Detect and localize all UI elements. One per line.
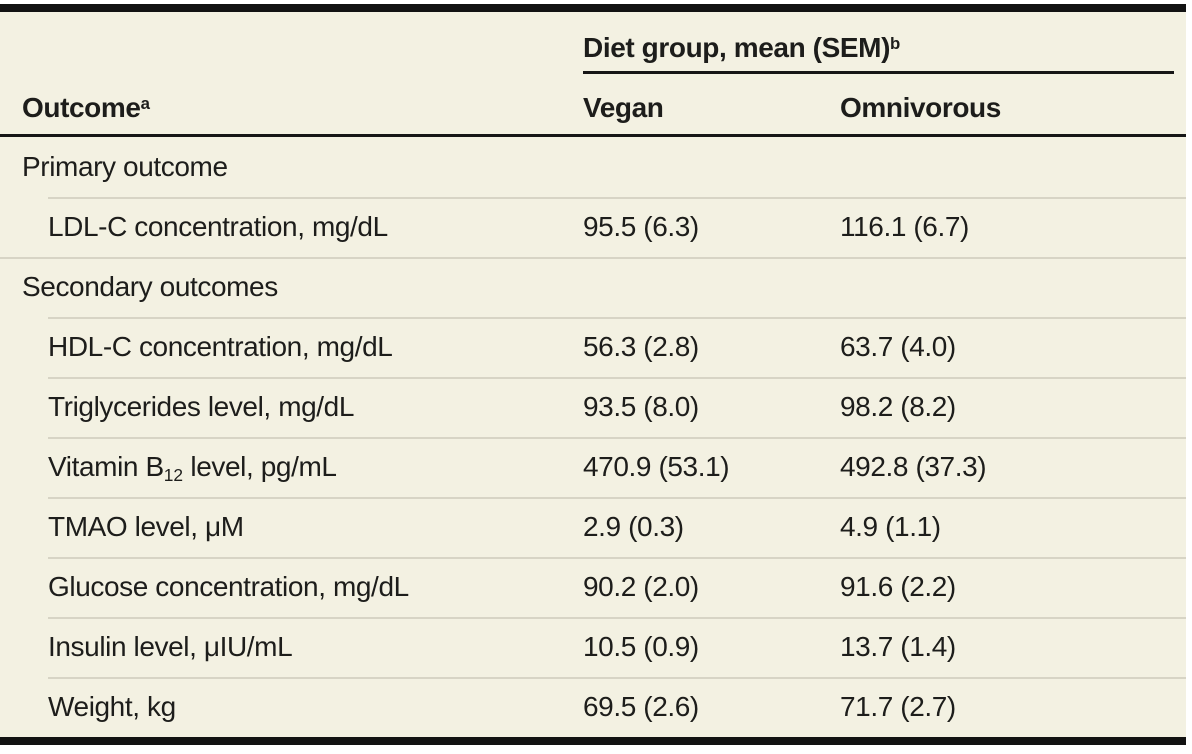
outcome-label: Insulin level, μIU/mL <box>48 631 293 662</box>
vegan-value: 470.9 (53.1) <box>583 451 730 482</box>
omnivorous-value: 492.8 (37.3) <box>840 451 987 482</box>
outcome-label: LDL-C concentration, mg/dL <box>48 211 388 242</box>
vegan-value: 56.3 (2.8) <box>583 331 699 362</box>
subscript: 12 <box>163 464 184 485</box>
outcome-column-header: Outcomea <box>0 92 583 134</box>
outcome-label: Glucose concentration, mg/dL <box>48 571 409 602</box>
omnivorous-value: 13.7 (1.4) <box>840 631 956 662</box>
table-row: Weight, kg 69.5 (2.6) 71.7 (2.7) <box>0 677 1186 737</box>
vegan-value: 90.2 (2.0) <box>583 571 699 602</box>
table-row: HDL-C concentration, mg/dL 56.3 (2.8) 63.7… <box>0 317 1186 377</box>
omnivorous-value: 4.9 (1.1) <box>840 511 941 542</box>
outcome-label: TMAO level, μM <box>48 511 244 542</box>
table-row: Insulin level, μIU/mL 10.5 (0.9) 13.7 (1.4… <box>0 617 1186 677</box>
table-body: Primary outcome LDL-C concentration, mg/d… <box>0 137 1186 737</box>
omnivorous-value: 91.6 (2.2) <box>840 571 956 602</box>
section-row: Secondary outcomes <box>0 257 1186 317</box>
outcome-label: Weight, kg <box>48 691 176 722</box>
diet-group-spanner-label: Diet group, mean (SEM) <box>583 32 890 63</box>
omnivorous-value: 71.7 (2.7) <box>840 691 956 722</box>
table-row: Vitamin B12 level, pg/mL 470.9 (53.1) 492.… <box>0 437 1186 497</box>
omnivorous-value: 63.7 (4.0) <box>840 331 956 362</box>
vegan-value: 95.5 (6.3) <box>583 211 699 242</box>
outcome-label: Vitamin B12 level, pg/mL <box>48 451 337 485</box>
table-row: Triglycerides level, mg/dL 93.5 (8.0) 98.2… <box>0 377 1186 437</box>
outcome-label: HDL-C concentration, mg/dL <box>48 331 393 362</box>
table-column-header-row: Outcomea Vegan Omnivorous <box>0 74 1186 137</box>
footnote-marker-b: b <box>890 34 901 54</box>
table-row: LDL-C concentration, mg/dL 95.5 (6.3) 116.… <box>0 197 1186 257</box>
vegan-value: 69.5 (2.6) <box>583 691 699 722</box>
vegan-value: 2.9 (0.3) <box>583 511 684 542</box>
table-row: TMAO level, μM 2.9 (0.3) 4.9 (1.1) <box>0 497 1186 557</box>
table-header-spanner-row: Diet group, mean (SEM)b <box>0 12 1186 74</box>
omnivorous-value: 98.2 (8.2) <box>840 391 956 422</box>
vegan-column-header: Vegan <box>583 92 664 123</box>
vegan-value: 93.5 (8.0) <box>583 391 699 422</box>
outcome-label: Primary outcome <box>22 151 228 182</box>
outcome-label: Triglycerides level, mg/dL <box>48 391 355 422</box>
omnivorous-column-header: Omnivorous <box>840 92 1001 123</box>
outcome-column-label: Outcome <box>22 92 141 123</box>
diet-group-spanner-header: Diet group, mean (SEM)b <box>583 32 1174 74</box>
table-row: Glucose concentration, mg/dL 90.2 (2.0) 91… <box>0 557 1186 617</box>
vegan-value: 10.5 (0.9) <box>583 631 699 662</box>
omnivorous-value: 116.1 (6.7) <box>840 211 969 242</box>
outcomes-table: Diet group, mean (SEM)b Outcomea Vegan O… <box>0 4 1186 745</box>
footnote-marker-a: a <box>140 94 150 114</box>
outcome-label: Secondary outcomes <box>22 271 278 302</box>
section-row: Primary outcome <box>0 137 1186 197</box>
